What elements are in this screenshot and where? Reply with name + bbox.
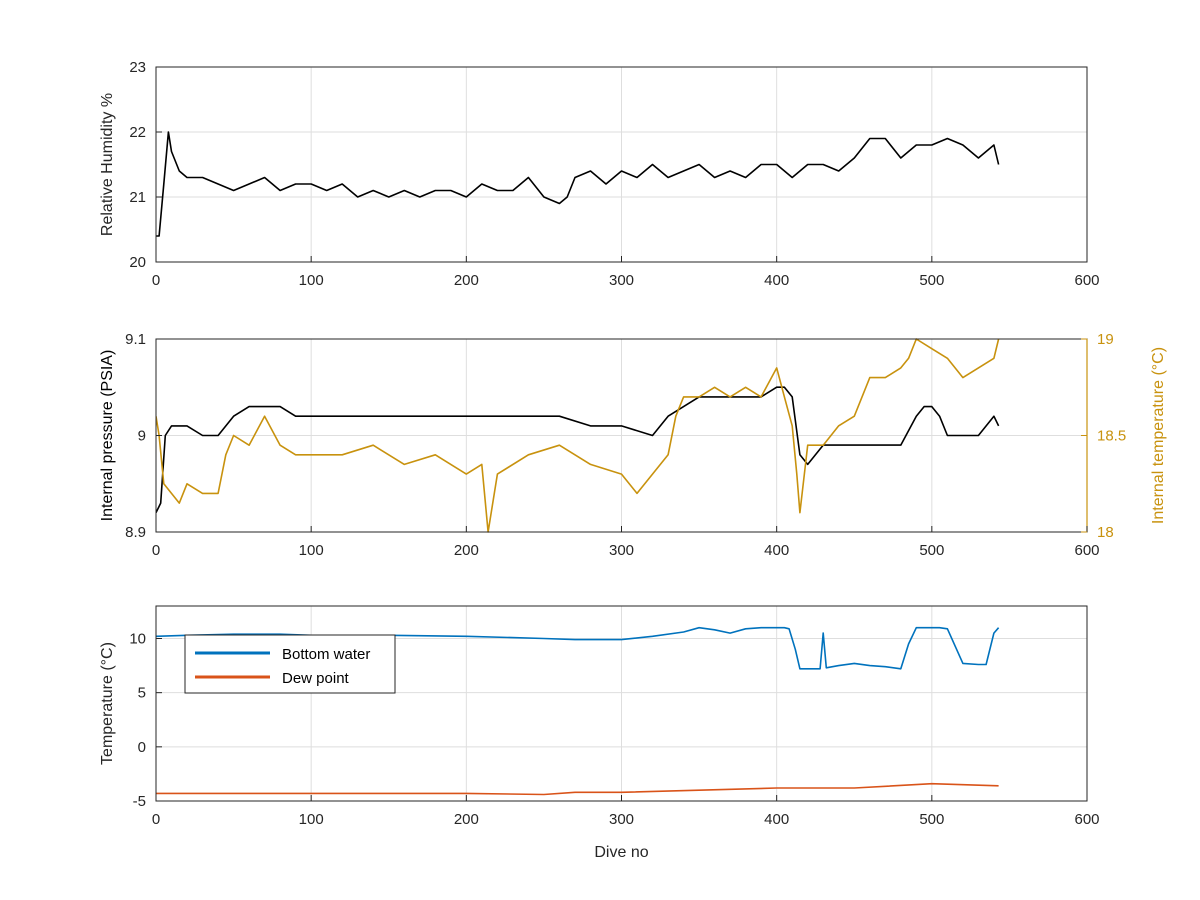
y-tick-label: 9 [138, 428, 146, 445]
y-tick-label: 0 [138, 739, 146, 756]
legend-label: Bottom water [282, 646, 370, 663]
internal-temperature-y-axis-label: Internal temperature (°C) [1150, 347, 1167, 524]
temperature-y-axis-label: Temperature (°C) [99, 642, 116, 765]
x-tick-label: 200 [454, 542, 479, 559]
y-tick-label: -5 [133, 793, 146, 810]
x-tick-label: 200 [454, 272, 479, 289]
x-tick-label: 0 [152, 542, 160, 559]
x-tick-label: 300 [609, 272, 634, 289]
y-tick-label: 9.1 [125, 331, 146, 348]
internal-pressure-line [156, 386, 1000, 514]
relative-humidity-line [156, 131, 1000, 237]
y-tick-label: 21 [129, 189, 146, 206]
x-tick-label: 0 [152, 811, 160, 828]
x-tick-label: 600 [1074, 272, 1099, 289]
bottom-water-line [156, 626, 1000, 670]
pressure-y-axis-label: Internal pressure (PSIA) [99, 350, 116, 522]
x-tick-label: 100 [299, 542, 324, 559]
temperature-panel: 0 100 200 300 400 500 600 -5 0 5 10 Temperature (°C… [99, 605, 1100, 861]
x-tick-label: 100 [299, 272, 324, 289]
y-tick-label: 10 [129, 631, 146, 648]
x-tick-label: 600 [1074, 542, 1099, 559]
y-right-tick-label: 18 [1097, 524, 1114, 541]
dew-point-line [156, 782, 999, 796]
humidity-y-axis-label: Relative Humidity % [99, 93, 116, 236]
x-tick-label: 500 [919, 542, 944, 559]
x-tick-label: 100 [299, 811, 324, 828]
pressure-temperature-panel: 0 100 200 300 400 500 600 8.9 9 9.1 18 18.5 19 Intern… [99, 331, 1167, 559]
y-right-tick-label: 18.5 [1097, 428, 1126, 445]
dive-number-x-axis-label: Dive no [594, 844, 648, 861]
legend-box [184, 634, 396, 694]
x-tick-label: 400 [764, 542, 789, 559]
y-tick-label: 22 [129, 124, 146, 141]
legend-label: Dew point [282, 670, 350, 687]
y-tick-label: 20 [129, 254, 146, 271]
legend: Bottom water Dew point [184, 634, 396, 694]
x-tick-label: 400 [764, 272, 789, 289]
y-tick-label: 23 [129, 59, 146, 76]
x-tick-label: 300 [609, 811, 634, 828]
x-tick-label: 600 [1074, 811, 1099, 828]
humidity-panel: 0 100 200 300 400 500 600 20 21 22 23 Relative Humi… [99, 59, 1100, 289]
x-tick-label: 300 [609, 542, 634, 559]
x-tick-label: 200 [454, 811, 479, 828]
y-tick-label: 8.9 [125, 524, 146, 541]
internal-temperature-line [156, 338, 1000, 533]
x-tick-label: 400 [764, 811, 789, 828]
y-tick-label: 5 [138, 685, 146, 702]
x-tick-label: 500 [919, 272, 944, 289]
x-tick-label: 0 [152, 272, 160, 289]
x-tick-label: 500 [919, 811, 944, 828]
y-right-tick-label: 19 [1097, 331, 1114, 348]
